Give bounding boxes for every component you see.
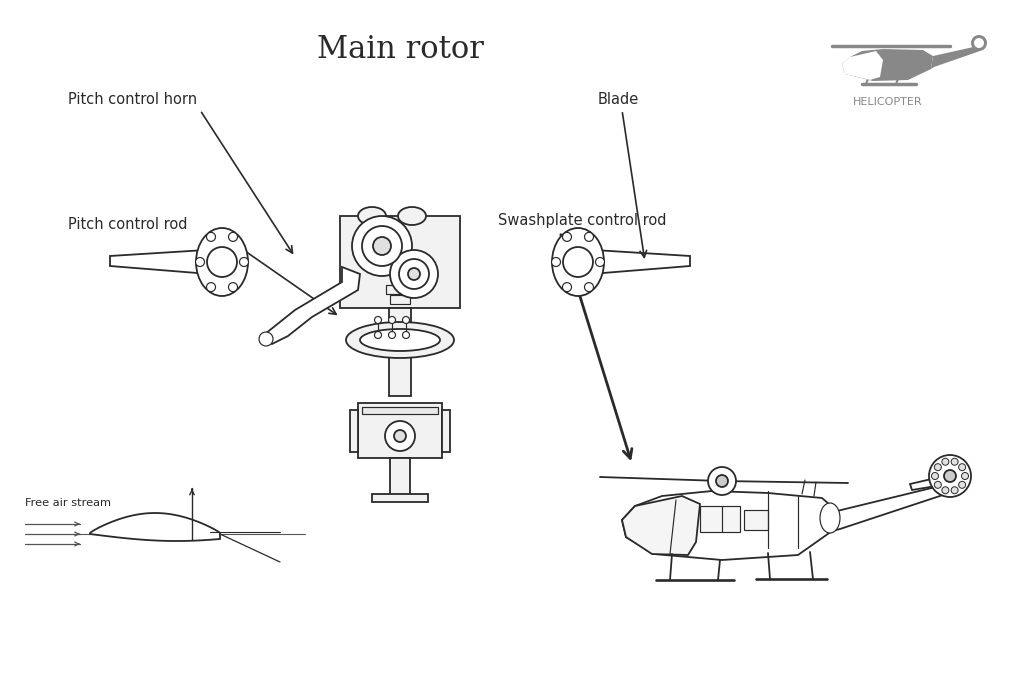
Bar (700, 506, 740, 532)
Ellipse shape (820, 503, 840, 533)
Polygon shape (110, 249, 222, 275)
Circle shape (942, 487, 949, 494)
Circle shape (929, 455, 971, 497)
Circle shape (551, 258, 561, 267)
Text: Pitch control horn: Pitch control horn (68, 92, 197, 107)
Text: Blade: Blade (598, 92, 639, 107)
Bar (442, 410, 450, 452)
Polygon shape (578, 249, 690, 275)
Circle shape (716, 475, 728, 487)
Circle shape (389, 316, 396, 323)
Ellipse shape (360, 329, 440, 351)
Polygon shape (90, 513, 220, 541)
Circle shape (259, 332, 273, 346)
Polygon shape (975, 36, 984, 51)
Polygon shape (936, 459, 958, 486)
Polygon shape (842, 49, 933, 81)
Bar (389, 308, 411, 396)
Bar (390, 295, 410, 304)
Circle shape (228, 233, 237, 241)
Circle shape (971, 35, 987, 51)
Circle shape (352, 216, 412, 276)
Text: Pitch control rod: Pitch control rod (68, 217, 187, 232)
Circle shape (932, 473, 938, 479)
Bar (358, 403, 442, 458)
Circle shape (951, 487, 959, 494)
Circle shape (228, 282, 237, 292)
Circle shape (563, 282, 572, 292)
Circle shape (708, 467, 736, 495)
Circle shape (584, 233, 593, 241)
Circle shape (207, 233, 216, 241)
Bar (372, 494, 428, 502)
Circle shape (207, 282, 216, 292)
Text: Main rotor: Main rotor (316, 34, 484, 65)
Circle shape (595, 258, 605, 267)
Ellipse shape (196, 228, 248, 296)
Ellipse shape (346, 322, 454, 358)
Ellipse shape (552, 228, 604, 296)
Circle shape (959, 481, 966, 488)
Circle shape (362, 226, 402, 266)
Circle shape (195, 258, 205, 267)
Bar (350, 410, 358, 452)
Polygon shape (842, 51, 883, 80)
Circle shape (374, 316, 382, 323)
Ellipse shape (358, 207, 386, 225)
Circle shape (374, 331, 382, 338)
Circle shape (389, 331, 396, 338)
Polygon shape (622, 496, 700, 555)
Circle shape (402, 316, 409, 323)
Bar (390, 458, 410, 496)
Circle shape (974, 38, 984, 48)
Polygon shape (260, 267, 360, 344)
Circle shape (207, 247, 237, 277)
Circle shape (962, 473, 969, 479)
Bar (386, 285, 414, 294)
Text: Swashplate control rod: Swashplate control rod (498, 213, 667, 228)
Circle shape (584, 282, 593, 292)
Circle shape (385, 421, 415, 451)
Circle shape (934, 464, 941, 471)
Polygon shape (832, 484, 952, 531)
Text: HELICOPTER: HELICOPTER (853, 97, 923, 107)
Circle shape (563, 233, 572, 241)
Ellipse shape (398, 207, 426, 225)
Circle shape (402, 331, 409, 338)
Circle shape (394, 430, 406, 442)
Circle shape (563, 247, 593, 277)
Bar (362, 407, 438, 414)
Circle shape (408, 268, 420, 280)
Circle shape (239, 258, 249, 267)
Circle shape (373, 237, 391, 255)
Polygon shape (931, 46, 980, 69)
Circle shape (959, 464, 966, 471)
Circle shape (399, 259, 429, 289)
Circle shape (934, 481, 941, 488)
Circle shape (944, 470, 957, 482)
Circle shape (942, 458, 949, 465)
Text: Free air stream: Free air stream (25, 498, 112, 508)
Polygon shape (910, 478, 936, 490)
Polygon shape (622, 491, 837, 560)
Circle shape (951, 458, 959, 465)
Bar (340, 216, 460, 308)
Circle shape (390, 250, 438, 298)
Bar (744, 510, 768, 530)
